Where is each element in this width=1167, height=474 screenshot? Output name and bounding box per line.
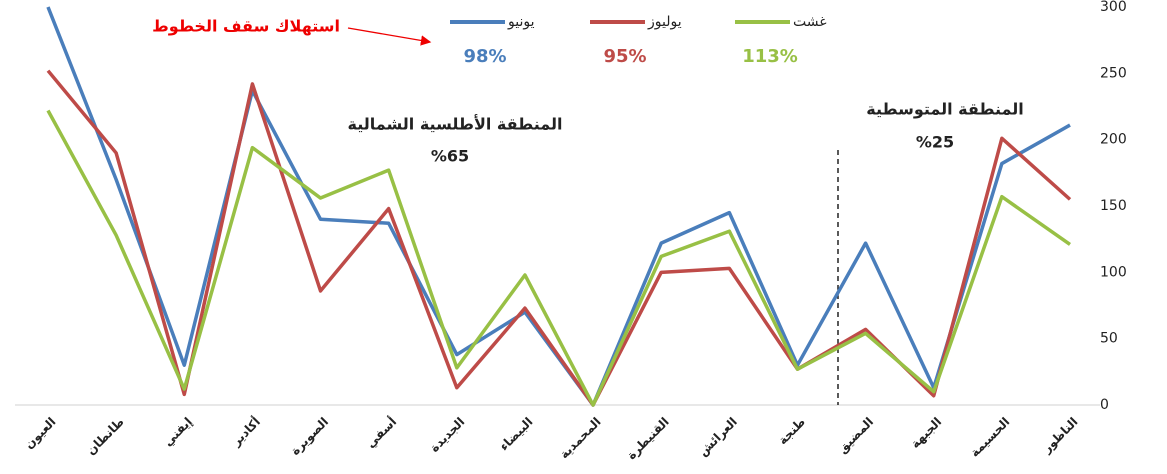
- x-tick-label: الحسيمة: [967, 415, 1012, 460]
- x-tick-label: الجبهة: [908, 415, 944, 451]
- annotation: استهلاك سقف الخطوط: [152, 17, 340, 36]
- annotation: %65: [431, 147, 469, 166]
- x-tick-label: القنيطرة: [624, 415, 672, 463]
- legend-label: يونيو: [507, 14, 535, 30]
- x-tick-label: العيون: [22, 415, 60, 453]
- series-line: [46, 6, 1071, 407]
- y-tick-label: 200: [1100, 132, 1127, 148]
- legend-label: يوليوز: [647, 14, 682, 30]
- legend-label: غشت: [793, 14, 827, 30]
- x-tick-label: طانطان: [84, 415, 127, 458]
- x-tick-label: أكادير: [228, 414, 263, 449]
- x-tick-label: الناظور: [1039, 415, 1081, 457]
- series-annotation: 113%: [742, 46, 798, 67]
- x-tick-label: الجديدة: [427, 415, 467, 455]
- x-tick-label: المحمدية: [557, 415, 604, 462]
- y-tick-label: 0: [1100, 397, 1109, 413]
- x-tick-label: طنجة: [775, 415, 808, 448]
- y-tick-label: 300: [1100, 0, 1127, 15]
- series-line: [46, 109, 1072, 407]
- y-tick-label: 250: [1100, 65, 1127, 81]
- series-annotation: 98%: [463, 46, 506, 67]
- y-tick-label: 100: [1100, 264, 1127, 280]
- y-tick-label: 150: [1100, 198, 1127, 214]
- annotation: المنطقة الأطلسية الشمالية: [348, 115, 563, 134]
- series-annotation: 95%: [603, 46, 646, 67]
- x-tick-label: المضيق: [835, 415, 876, 456]
- annotation: المنطقة المتوسطية: [866, 100, 1023, 119]
- x-tick-label: العرائش: [696, 415, 740, 459]
- x-tick-label: أسفي: [363, 414, 400, 451]
- y-tick-label: 50: [1100, 331, 1118, 347]
- x-tick-label: الصويرة: [288, 415, 332, 459]
- annotation: %25: [916, 133, 954, 152]
- x-tick-label: البيضاء: [497, 415, 536, 454]
- x-tick-label: إيفني: [161, 415, 195, 449]
- arrow: [347, 27, 432, 46]
